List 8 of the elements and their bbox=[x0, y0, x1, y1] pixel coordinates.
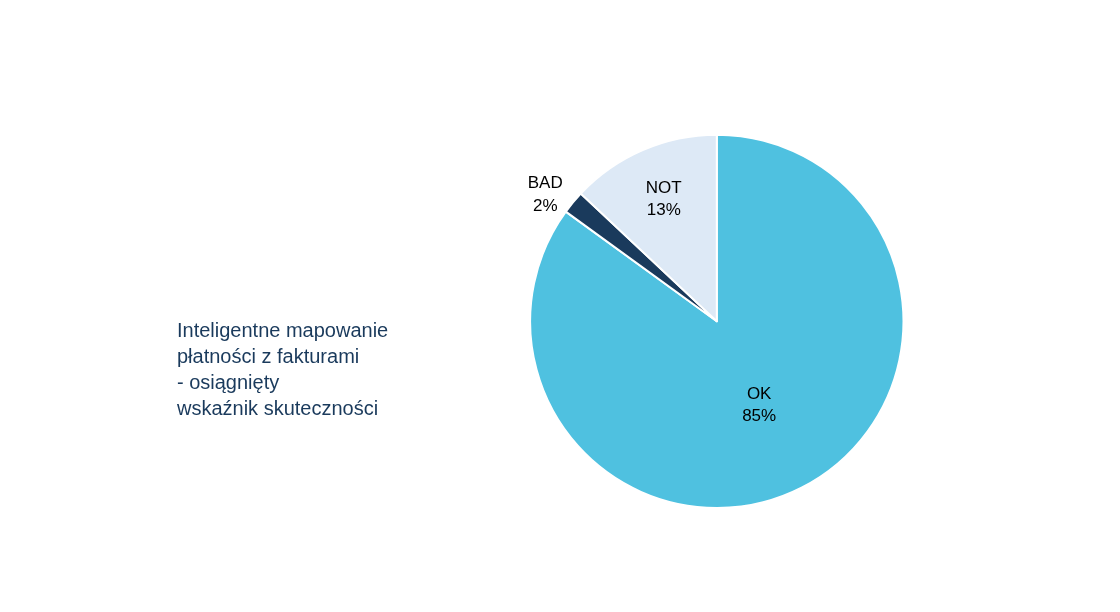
slice-label: OK bbox=[746, 383, 773, 403]
pie-slice bbox=[529, 133, 905, 509]
data-label: 2% bbox=[532, 195, 558, 215]
data-label: 85% bbox=[742, 406, 777, 426]
slice-label: BAD bbox=[527, 173, 563, 193]
slice-label: NOT bbox=[645, 178, 682, 198]
data-label: 13% bbox=[646, 200, 681, 220]
text: Inteligentne mapowanie płatności z fakturami - osiągnięty wskaźnik skuteczności bbox=[175, 318, 389, 419]
